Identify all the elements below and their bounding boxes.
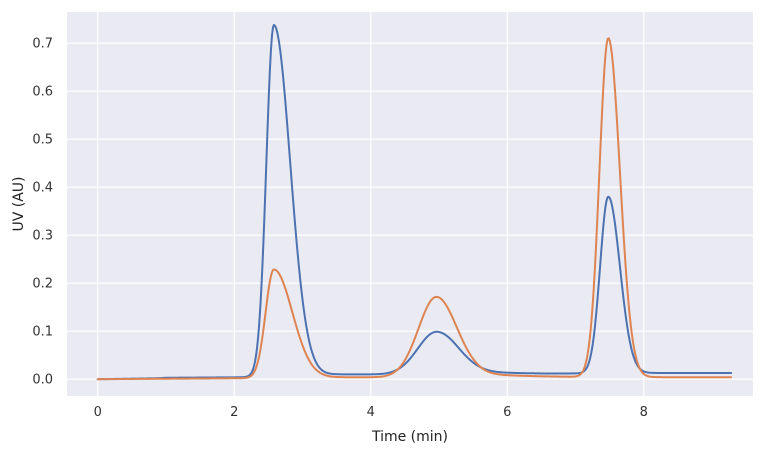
y-tick-label: 0.0 [32, 373, 53, 388]
y-tick-label: 0.2 [32, 277, 53, 292]
y-tick-label: 0.4 [32, 181, 53, 196]
plot-area [67, 12, 753, 396]
y-tick-label: 0.7 [32, 37, 53, 52]
y-tick-label: 0.3 [32, 229, 53, 244]
y-tick-label: 0.5 [32, 133, 53, 148]
x-axis-label: Time (min) [371, 429, 448, 445]
series-line-2 [96, 37, 733, 381]
x-tick-label: 8 [640, 405, 648, 420]
x-tick-label: 6 [503, 405, 511, 420]
series-layer [96, 23, 733, 381]
tick-labels: 0 2 4 6 8 0.0 0.1 0.2 0.3 0.4 0.5 0.6 0.7 [32, 37, 648, 420]
x-tick-label: 2 [230, 405, 238, 420]
x-tick-label: 4 [367, 405, 375, 420]
y-axis-label: UV (AU) [11, 176, 27, 231]
y-tick-label: 0.6 [32, 85, 53, 100]
y-tick-label: 0.1 [32, 325, 53, 340]
x-tick-label: 0 [94, 405, 102, 420]
